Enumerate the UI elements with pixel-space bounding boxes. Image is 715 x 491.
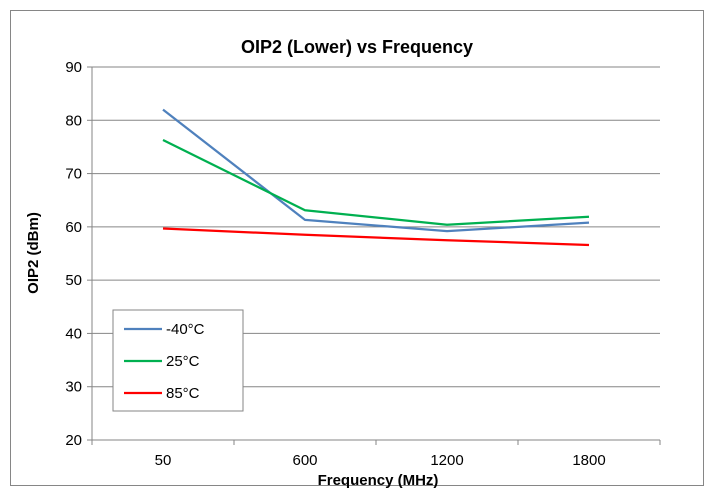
legend-label-0: -40°C [166, 321, 205, 338]
y-tick-label: 70 [65, 166, 82, 183]
series-line-0 [162, 108, 590, 233]
legend-label-2: 85°C [166, 385, 200, 402]
legend: -40°C 25°C 85°C [112, 309, 244, 412]
y-tick-label: 20 [65, 432, 82, 449]
y-tick-label: 60 [65, 219, 82, 236]
chart-title: OIP2 (Lower) vs Frequency [241, 37, 473, 57]
x-tick-label: 50 [155, 452, 172, 469]
series-line-2 [162, 227, 590, 247]
x-tick-label: 1800 [572, 452, 605, 469]
y-tick-label: 90 [65, 59, 82, 76]
x-axis-ticks: 50 600 1200 1800 [91, 440, 661, 469]
legend-label-1: 25°C [166, 353, 200, 370]
x-tick-label: 600 [292, 452, 317, 469]
y-tick-label: 40 [65, 325, 82, 342]
y-tick-label: 50 [65, 272, 82, 289]
series-lines [162, 108, 590, 247]
y-axis-label: OIP2 (dBm) [25, 212, 42, 294]
x-tick-label: 1200 [430, 452, 463, 469]
y-tick-label: 80 [65, 112, 82, 129]
x-axis-label: Frequency (MHz) [318, 472, 439, 489]
y-tick-label: 30 [65, 379, 82, 396]
y-axis-ticks: 20 30 40 50 60 70 80 90 [65, 59, 92, 449]
series-line-1 [162, 138, 590, 226]
